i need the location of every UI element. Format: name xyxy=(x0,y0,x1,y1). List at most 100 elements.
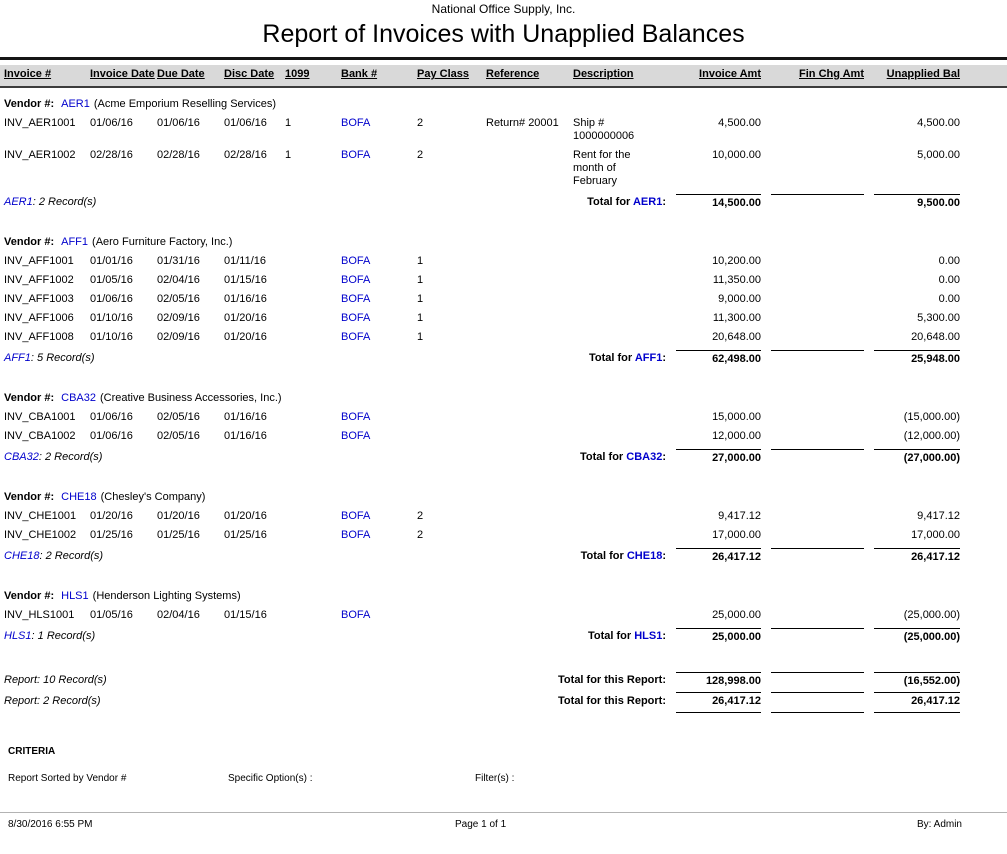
cell-bank-number: BOFA xyxy=(341,312,371,324)
record-count-text: : 2 Record(s) xyxy=(32,196,97,208)
column-header-due-date: Due Date xyxy=(157,68,205,80)
total-colon: : xyxy=(662,451,666,463)
column-header-band: Invoice # Invoice Date Due Date Disc Dat… xyxy=(0,65,1007,88)
report-total-label: Total for this Report: xyxy=(558,674,666,686)
cell-invoice-number: INV_AFF1001 xyxy=(4,255,74,267)
cell-1099-flag xyxy=(285,409,341,428)
cell-invoice-number: INV_CHE1002 xyxy=(4,529,77,541)
cell-due-date: 02/05/16 xyxy=(157,293,200,305)
vendor-total-unapplied-balance: 25,948.00 xyxy=(874,350,960,370)
cell-reference xyxy=(486,291,573,310)
vendor-section: Vendor #: AER1 (Acme Emporium Reselling Se… xyxy=(0,96,1007,214)
cell-fin-chg-amount xyxy=(761,115,864,147)
vendor-total-row: CBA32: 2 Record(s) Total for CBA32: 27,000… xyxy=(0,449,1007,469)
cell-description xyxy=(573,291,666,310)
vendor-total-row: HLS1: 1 Record(s) Total for HLS1: 25,000.0… xyxy=(0,628,1007,648)
vendor-record-count: AFF1: 5 Record(s) xyxy=(4,350,417,370)
cell-fin-chg-amount xyxy=(761,409,864,428)
cell-invoice-date: 01/10/16 xyxy=(90,312,133,324)
vendor-header-row: Vendor #: HLS1 (Henderson Lighting Systems… xyxy=(0,588,1007,607)
cell-due-date: 02/09/16 xyxy=(157,331,200,343)
cell-unapplied-balance: 4,500.00 xyxy=(917,117,960,129)
vendor-header-row: Vendor #: AFF1 (Aero Furniture Factory, In… xyxy=(0,234,1007,253)
cell-invoice-date: 01/20/16 xyxy=(90,510,133,522)
criteria-section: CRITERIA Report Sorted by Vendor # Speci… xyxy=(0,746,1007,787)
vendor-code: CHE18 xyxy=(61,491,97,503)
cell-pay-class xyxy=(417,409,486,428)
vendor-total-invoice-amount: 62,498.00 xyxy=(676,350,761,370)
vendor-code: HLS1 xyxy=(634,630,663,642)
cell-description xyxy=(573,329,666,348)
report-total-unapplied-balance: 26,417.12 xyxy=(874,693,960,713)
cell-description xyxy=(573,607,666,626)
vendor-header-row: Vendor #: CHE18 (Chesley's Company) xyxy=(0,489,1007,508)
cell-reference xyxy=(486,272,573,291)
vendor-code: AER1 xyxy=(61,98,90,110)
cell-disc-date: 01/15/16 xyxy=(224,274,267,286)
cell-bank-number: BOFA xyxy=(341,510,371,522)
cell-bank-number: BOFA xyxy=(341,274,371,286)
criteria-filters: Filter(s) : xyxy=(475,773,515,784)
vendor-section: Vendor #: CHE18 (Chesley's Company) INV_CHE… xyxy=(0,489,1007,568)
footer: 8/30/2016 6:55 PM Page 1 of 1 By: Admin xyxy=(0,819,1007,833)
column-header-invoice-number: Invoice # xyxy=(4,68,52,80)
cell-1099-flag: 1 xyxy=(285,117,292,129)
cell-1099-flag xyxy=(285,329,341,348)
vendor-number-label: Vendor #: xyxy=(4,98,55,110)
criteria-heading: CRITERIA xyxy=(8,746,56,757)
vendor-code: AER1 xyxy=(632,196,663,208)
cell-invoice-date: 01/06/16 xyxy=(90,411,133,423)
cell-disc-date: 01/20/16 xyxy=(224,312,267,324)
column-header-unapplied-balance: Unapplied Bal xyxy=(886,68,960,80)
cell-bank-number: BOFA xyxy=(341,117,371,129)
cell-bank-number: BOFA xyxy=(341,609,371,621)
vendor-total-fin-chg-amount xyxy=(771,628,864,648)
column-header-invoice-amount: Invoice Amt xyxy=(699,68,761,80)
cell-unapplied-balance: 0.00 xyxy=(938,255,960,267)
cell-reference xyxy=(486,428,573,447)
cell-reference xyxy=(486,607,573,626)
invoice-row: INV_CBA1002 01/06/16 02/05/16 01/16/16 BOFA 1… xyxy=(0,428,1007,447)
cell-invoice-number: INV_AFF1008 xyxy=(4,331,74,343)
vendor-total-label: Total for AER1: xyxy=(417,194,666,214)
cell-invoice-date: 01/05/16 xyxy=(90,609,133,621)
vendor-code: AFF1 xyxy=(634,352,663,364)
invoice-row: INV_AFF1001 01/01/16 01/31/16 01/11/16 BOFA 1… xyxy=(0,253,1007,272)
cell-fin-chg-amount xyxy=(761,310,864,329)
cell-bank-number: BOFA xyxy=(341,149,371,161)
cell-pay-class: 2 xyxy=(417,510,424,522)
cell-invoice-amount: 9,417.12 xyxy=(718,510,761,522)
cell-due-date: 02/28/16 xyxy=(157,149,200,161)
vendor-header-row: Vendor #: AER1 (Acme Emporium Reselling Se… xyxy=(0,96,1007,115)
vendor-total-label: Total for CBA32: xyxy=(417,449,666,469)
vendor-total-unapplied-balance: 9,500.00 xyxy=(874,194,960,214)
record-count-text: : 2 Record(s) xyxy=(38,451,103,463)
vendor-total-row: CHE18: 2 Record(s) Total for CHE18: 26,417… xyxy=(0,548,1007,568)
total-for-text: Total for xyxy=(580,451,627,463)
report-total-invoice-amount: 26,417.12 xyxy=(676,693,761,713)
cell-reference xyxy=(486,310,573,329)
cell-invoice-amount: 17,000.00 xyxy=(712,529,761,541)
cell-due-date: 02/04/16 xyxy=(157,609,200,621)
cell-due-date: 02/05/16 xyxy=(157,430,200,442)
report-total-unapplied-balance: (16,552.00) xyxy=(874,672,960,693)
cell-unapplied-balance: 5,300.00 xyxy=(917,312,960,324)
cell-invoice-amount: 15,000.00 xyxy=(712,411,761,423)
cell-disc-date: 01/15/16 xyxy=(224,609,267,621)
cell-pay-class: 1 xyxy=(417,331,424,343)
invoice-row: INV_AFF1002 01/05/16 02/04/16 01/15/16 BOFA 1… xyxy=(0,272,1007,291)
cell-fin-chg-amount xyxy=(761,147,864,192)
cell-bank-number: BOFA xyxy=(341,411,371,423)
footer-page-number: Page 1 of 1 xyxy=(455,819,507,830)
cell-disc-date: 01/16/16 xyxy=(224,293,267,305)
record-count-text: : 1 Record(s) xyxy=(31,630,96,642)
invoice-row: INV_AFF1008 01/10/16 02/09/16 01/20/16 BOFA 1… xyxy=(0,329,1007,348)
cell-invoice-date: 01/06/16 xyxy=(90,117,133,129)
cell-invoice-number: INV_AFF1003 xyxy=(4,293,74,305)
cell-pay-class xyxy=(417,428,486,447)
vendor-section: Vendor #: AFF1 (Aero Furniture Factory, In… xyxy=(0,234,1007,370)
cell-unapplied-balance: 17,000.00 xyxy=(911,529,960,541)
vendor-code: HLS1 xyxy=(4,630,32,642)
cell-bank-number: BOFA xyxy=(341,293,371,305)
cell-fin-chg-amount xyxy=(761,253,864,272)
